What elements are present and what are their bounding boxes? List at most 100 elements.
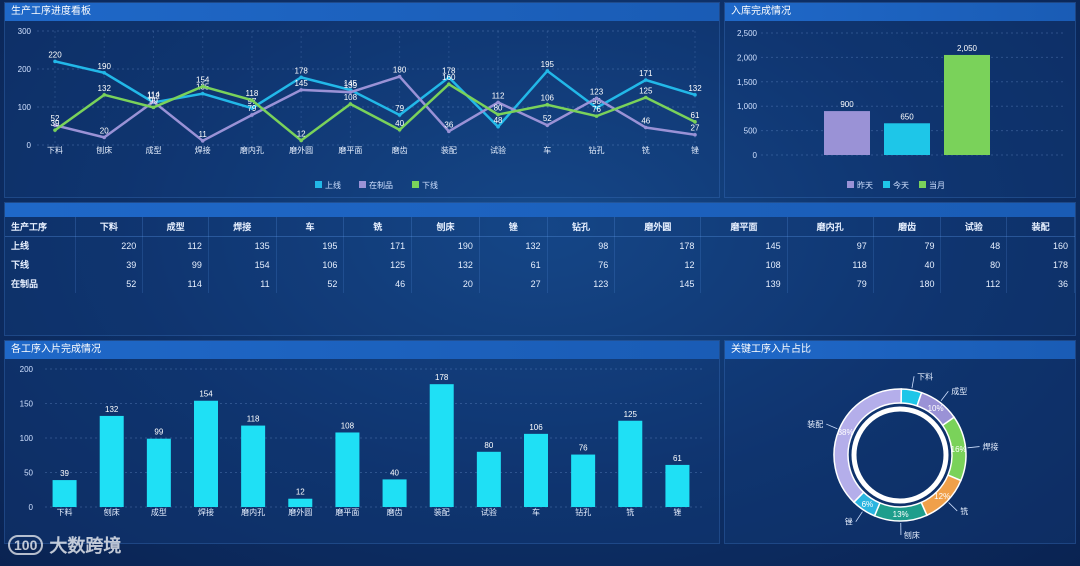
x-tick-label: 铣	[626, 507, 634, 517]
table-cell: 178	[614, 236, 702, 255]
x-tick-label: 钻孔	[589, 145, 605, 155]
legend-swatch	[359, 181, 366, 188]
data-label: 61	[673, 454, 682, 463]
daily-bar	[665, 464, 690, 507]
y-tick-label: 200	[20, 365, 34, 374]
data-label: 52	[543, 114, 552, 123]
slice-percent: 10%	[928, 404, 944, 413]
data-label: 108	[341, 421, 355, 430]
data-label: 178	[435, 373, 449, 382]
table-cell: 36	[1006, 274, 1075, 293]
table-cell: 98	[547, 236, 616, 255]
storage-bar	[944, 54, 990, 155]
daily-bar	[288, 498, 313, 507]
daily-bar	[429, 384, 454, 507]
table-column-header: 成型	[142, 217, 209, 237]
table-column-header: 下料	[75, 217, 144, 237]
y-tick-label: 0	[753, 151, 758, 160]
watermark-logo: 100	[8, 535, 44, 555]
daily-panel-title: 各工序入片完成情况	[5, 341, 719, 359]
legend-swatch	[412, 181, 419, 188]
x-tick-label: 磨平面	[335, 507, 359, 517]
daily-bar	[382, 479, 407, 507]
slice-leader-line	[911, 376, 915, 389]
table-column-header: 锉	[479, 217, 548, 237]
series-point	[397, 128, 402, 132]
watermark-text: 大数跨境	[49, 536, 122, 556]
table-column-header: 装配	[1006, 217, 1075, 237]
series-point	[643, 78, 648, 82]
series-point	[397, 74, 402, 79]
x-tick-label: 磨外圆	[288, 507, 312, 517]
series-point	[397, 113, 402, 117]
x-tick-label: 试验	[490, 145, 506, 155]
storage-bar	[824, 111, 870, 155]
x-tick-label: 锉	[691, 145, 699, 155]
data-label: 900	[840, 100, 854, 109]
table-cell: 160	[1006, 236, 1075, 255]
data-label: 80	[484, 441, 493, 450]
table-cell: 108	[700, 255, 788, 274]
series-point	[200, 91, 205, 96]
table-column-header: 钻孔	[547, 217, 616, 237]
series-point	[496, 100, 500, 105]
y-tick-label: 2,000	[737, 53, 758, 62]
series-point	[594, 105, 599, 110]
progress-line-chart: 0 100 200 300 下料 刨床 成型 焊接 磨内孔 磨外圆 磨平面 磨齿 装配 试验 车 钻孔 铣 锉 22…	[18, 27, 703, 190]
daily-bar	[476, 451, 501, 507]
table-cell: 195	[276, 236, 345, 255]
watermark: 100 大数跨境	[8, 532, 121, 558]
data-label: 106	[541, 94, 555, 103]
table-column-header: 磨齿	[873, 217, 942, 237]
data-label: 76	[592, 105, 601, 114]
slice-leader-line	[967, 446, 980, 449]
data-label: 108	[344, 93, 358, 102]
y-tick-label: 2,500	[737, 29, 758, 38]
table-cell: 220	[75, 236, 144, 255]
table-cell: 139	[700, 274, 788, 293]
data-label: 160	[442, 73, 456, 82]
table-cell: 178	[1006, 255, 1075, 274]
series-point	[693, 93, 697, 97]
data-label: 178	[442, 66, 456, 75]
share-panel: 关键工序入片占比 下料 10% 成型 16% 焊接 12% 铣 13% 刨床 6% 锉 38% 装配	[724, 340, 1076, 544]
table-cell: 48	[940, 236, 1008, 255]
table-panel-header	[5, 203, 1075, 217]
data-label: 123	[590, 87, 604, 96]
data-label: 79	[247, 104, 256, 113]
data-label: 154	[196, 75, 210, 84]
series-point	[693, 120, 697, 124]
series-point	[53, 123, 57, 128]
x-tick-label: 刨床	[96, 145, 112, 155]
data-label: 46	[641, 117, 650, 126]
daily-bar	[194, 400, 218, 507]
series-point	[200, 139, 205, 143]
table-cell: 123	[547, 274, 616, 293]
daily-bar	[241, 425, 266, 507]
y-tick-label: 1,500	[737, 78, 758, 87]
share-donut-chart: 下料 10% 成型 16% 焊接 12% 铣 13% 刨床 6% 锉 38% 装配	[807, 371, 998, 540]
data-label: 40	[390, 468, 399, 477]
series-point	[643, 125, 648, 130]
x-tick-label: 磨外圆	[289, 145, 313, 155]
daily-bar	[99, 415, 124, 507]
table-row: 在制品 52 114 11 52 46 20 27 123 145 139 79 180 112 36	[5, 274, 1075, 293]
data-label: 220	[48, 50, 62, 59]
table-column-header: 磨外圆	[614, 217, 702, 237]
x-tick-label: 成型	[145, 145, 161, 155]
x-tick-label: 铣	[642, 145, 650, 155]
series-point	[545, 102, 550, 107]
legend-label: 下线	[422, 180, 438, 190]
series-point	[53, 59, 57, 64]
series-point	[594, 96, 599, 101]
slice-label: 铣	[960, 506, 968, 516]
daily-bar	[52, 480, 77, 507]
data-label: 79	[395, 104, 404, 113]
data-label: 154	[199, 390, 213, 399]
data-label: 98	[592, 97, 601, 106]
x-tick-label: 车	[543, 145, 551, 155]
x-tick-label: 锉	[673, 507, 681, 517]
data-label: 76	[579, 444, 588, 453]
y-tick-label: 150	[20, 400, 34, 409]
data-label: 171	[639, 69, 653, 78]
